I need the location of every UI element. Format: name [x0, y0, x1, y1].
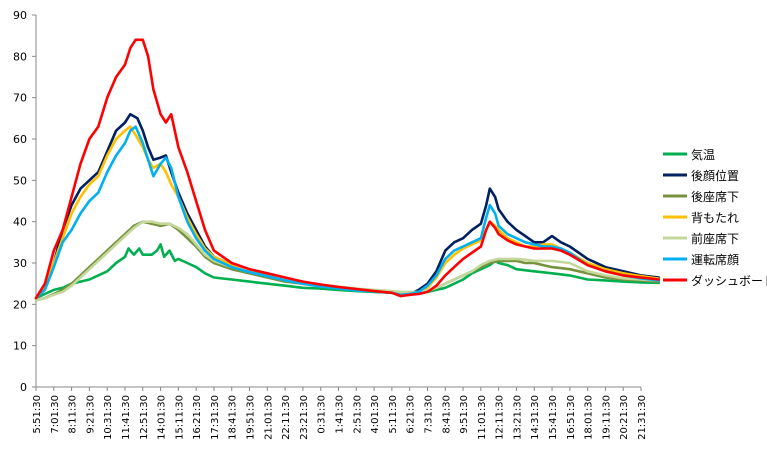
legend-label: 後座席下 [691, 189, 739, 204]
x-tick-label: 13:21:30 [512, 395, 523, 440]
y-tick-label: 50 [13, 174, 27, 187]
series-layer [34, 38, 661, 302]
y-tick-label: 80 [13, 50, 27, 63]
x-tick-label: 8:41:30 [441, 395, 452, 434]
x-tick-label: 0:31:30 [317, 395, 328, 434]
x-tick-label: 18:01:30 [584, 395, 595, 440]
x-tick-label: 19:11:30 [601, 395, 612, 440]
legend-label: ダッシュボード [691, 273, 767, 288]
series-line [34, 112, 661, 300]
legend-label: 前座席下 [691, 231, 739, 246]
x-tick-label: 22:11:30 [281, 395, 292, 440]
y-tick-label: 60 [13, 133, 27, 146]
x-tick-label: 14:31:30 [530, 395, 541, 440]
x-tick-label: 4:01:30 [370, 395, 381, 434]
x-tick-label: 5:11:30 [388, 395, 399, 434]
x-tick-label: 21:01:30 [263, 395, 274, 440]
x-tick-label: 21:31:30 [637, 395, 648, 440]
y-tick-label: 90 [13, 9, 27, 22]
y-tick-label: 70 [13, 92, 27, 105]
x-tick-label: 11:01:30 [477, 395, 488, 440]
y-tick-label: 0 [20, 381, 27, 394]
y-tick-label: 40 [13, 216, 27, 229]
x-tick-label: 12:11:30 [495, 395, 506, 440]
x-tick-label: 6:21:30 [406, 395, 417, 434]
legend-label: 気温 [691, 147, 715, 162]
x-tick-label: 18:41:30 [228, 395, 239, 440]
legend-label: 背もたれ [691, 211, 739, 225]
y-tick-label: 30 [13, 257, 27, 270]
x-tick-label: 9:51:30 [459, 395, 470, 434]
y-tick-label: 20 [13, 298, 27, 311]
x-tick-label: 2:51:30 [352, 395, 363, 434]
x-tick-label: 7:31:30 [423, 395, 434, 434]
x-tick-label: 17:31:30 [210, 395, 221, 440]
x-tick-label: 1:41:30 [335, 395, 346, 434]
series-line [34, 38, 661, 300]
x-tick-label: 8:11:30 [68, 395, 79, 434]
x-tick-label: 15:11:30 [174, 395, 185, 440]
legend-label: 運転席顔 [691, 252, 739, 267]
y-tick-label: 10 [13, 340, 27, 353]
series-line [34, 125, 661, 300]
x-tick-label: 23:21:30 [299, 395, 310, 440]
x-tick-label: 14:01:30 [157, 395, 168, 440]
x-tick-label: 5:51:30 [32, 395, 43, 434]
x-tick-label: 15:41:30 [548, 395, 559, 440]
series-line [34, 243, 661, 300]
x-tick-label: 19:51:30 [246, 395, 257, 440]
x-tick-label: 16:51:30 [566, 395, 577, 440]
x-tick-label: 20:21:30 [619, 395, 630, 440]
x-tick-label: 12:51:30 [139, 395, 150, 440]
x-tick-label: 11:41:30 [121, 395, 132, 440]
x-tick-label: 9:21:30 [85, 395, 96, 434]
legend-label: 後顔位置 [691, 168, 739, 183]
x-tick-label: 10:31:30 [103, 395, 114, 440]
x-tick-label: 16:21:30 [192, 395, 203, 440]
x-tick-label: 7:01:30 [50, 395, 61, 434]
series-line [34, 125, 661, 300]
axes: 0 10 20 30 40 50 60 70 80 90 5:51:30 7:01:30 8:11:30… [13, 9, 648, 440]
